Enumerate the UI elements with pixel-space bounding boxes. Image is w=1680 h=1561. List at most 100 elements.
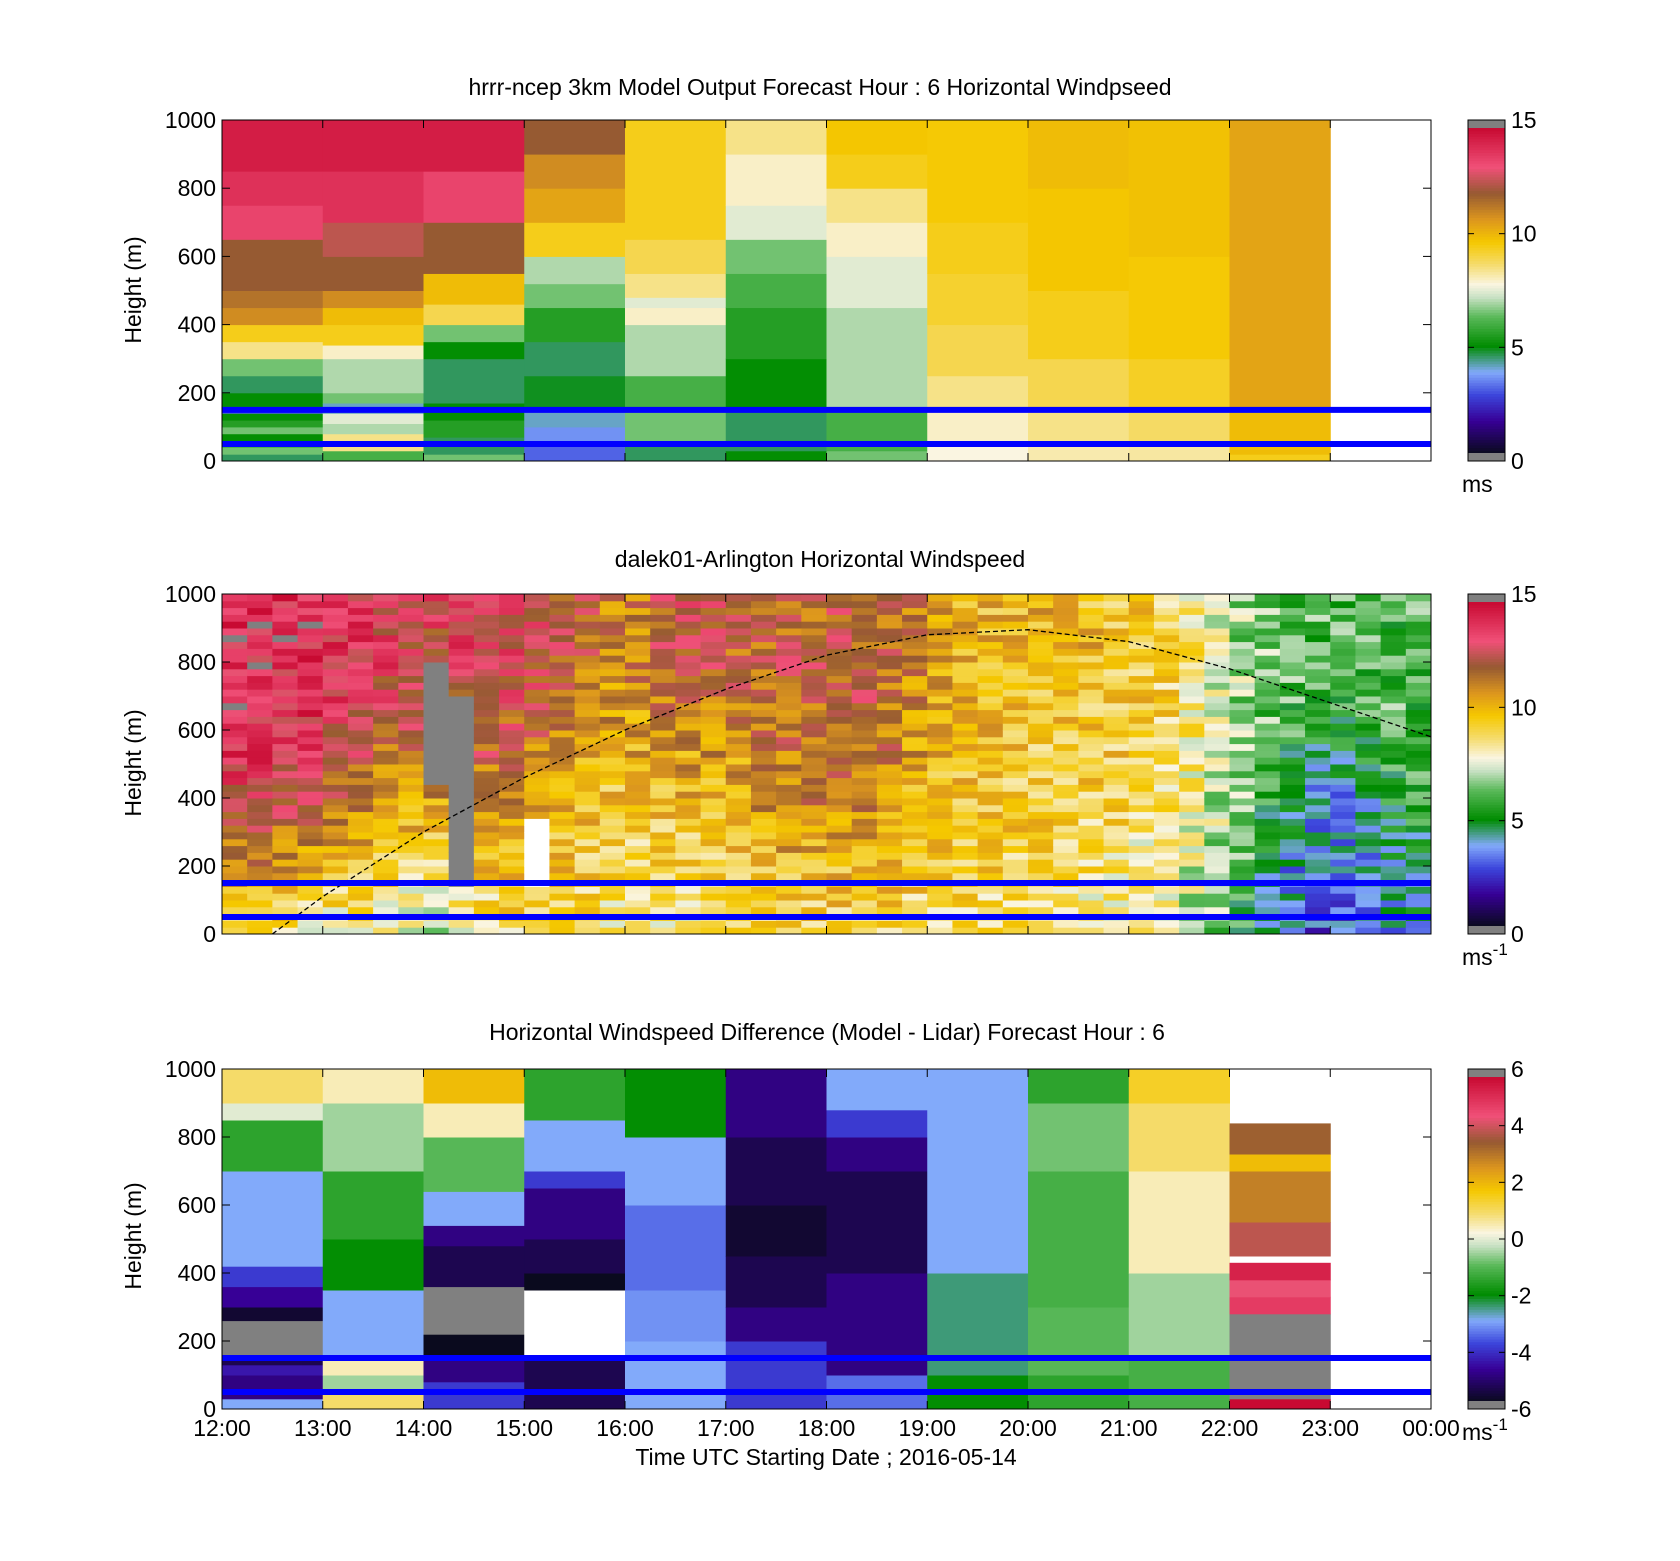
heatmap-cell	[1179, 920, 1205, 928]
heatmap-cell	[272, 859, 299, 867]
colorbar-swatch	[1468, 901, 1505, 905]
heatmap-cell	[499, 600, 525, 609]
heatmap-cell	[1078, 621, 1105, 629]
heatmap-cell	[1330, 716, 1356, 724]
colorbar-swatch	[1468, 1325, 1505, 1329]
colorbar-swatch	[1468, 710, 1505, 714]
heatmap-cell	[297, 750, 324, 758]
heatmap-cell	[398, 927, 424, 935]
colorbar-swatch	[1468, 222, 1505, 227]
y-tick-label: 600	[178, 1192, 216, 1218]
heatmap-cell	[1254, 757, 1281, 765]
colorbar-swatch	[1468, 312, 1505, 316]
heatmap-cell	[247, 927, 273, 935]
heatmap-cell	[977, 682, 1004, 690]
heatmap-cell	[247, 736, 273, 745]
heatmap-cell	[499, 927, 525, 935]
heatmap-cell	[952, 682, 979, 690]
heatmap-cell	[1153, 838, 1180, 847]
heatmap-cell	[473, 736, 500, 745]
heatmap-cell	[599, 594, 626, 602]
heatmap-cell	[725, 920, 752, 928]
colorbar-swatch	[1468, 236, 1505, 240]
heatmap-cell	[599, 845, 626, 853]
heatmap-cell	[650, 798, 676, 806]
colorbar-swatch	[1468, 666, 1505, 671]
heatmap-cell	[1153, 675, 1180, 683]
heatmap-cell	[423, 273, 525, 305]
heatmap-cell	[1254, 893, 1281, 901]
heatmap-cell	[851, 723, 878, 731]
heatmap-cell	[927, 662, 953, 670]
heatmap-cell	[423, 341, 525, 360]
y-tick-label: 0	[203, 921, 216, 947]
heatmap-cell	[1254, 641, 1281, 649]
heatmap-cell	[473, 723, 500, 731]
heatmap-cell	[801, 859, 827, 867]
heatmap-cell	[776, 607, 802, 615]
colorbar-swatch	[1468, 1266, 1505, 1270]
colorbar-swatch	[1468, 233, 1505, 237]
colorbar-swatch	[1468, 809, 1505, 814]
heatmap-cell	[524, 770, 550, 779]
heatmap-cell	[826, 920, 853, 928]
heatmap-cell	[1405, 641, 1432, 649]
heatmap-cell	[1204, 614, 1230, 622]
heatmap-cell	[524, 804, 550, 813]
colorbar-swatch	[1468, 847, 1505, 851]
heatmap-cell	[524, 702, 550, 711]
heatmap-cell	[1254, 872, 1281, 881]
heatmap-cell	[1128, 120, 1230, 257]
heatmap-cell	[398, 845, 424, 853]
heatmap-cell	[599, 689, 626, 697]
heatmap-cell	[1355, 682, 1382, 690]
heatmap-cell	[801, 702, 827, 711]
heatmap-cell	[876, 750, 903, 758]
heatmap-cell	[675, 696, 702, 704]
heatmap-cell	[423, 845, 450, 853]
heatmap-cell	[776, 777, 802, 785]
heatmap-cell	[826, 634, 853, 643]
heatmap-cell	[725, 607, 752, 615]
heatmap-cell	[1254, 845, 1281, 853]
heatmap-cell	[1002, 594, 1029, 602]
colorbar-swatch	[1468, 323, 1505, 327]
heatmap-cell	[1279, 668, 1306, 677]
heatmap-cell	[524, 607, 550, 615]
heatmap-cell	[549, 675, 576, 683]
heatmap-cell	[776, 594, 802, 602]
heatmap-cell	[1204, 668, 1230, 677]
heatmap-cell	[1355, 750, 1382, 758]
heatmap-cell	[1254, 764, 1281, 772]
heatmap-cell	[1028, 872, 1054, 881]
heatmap-cell	[272, 675, 299, 683]
heatmap-cell	[826, 825, 853, 833]
colorbar-swatch	[1468, 704, 1505, 708]
heatmap-cell	[902, 743, 928, 751]
heatmap-cell	[549, 784, 576, 792]
heatmap-cell	[297, 634, 324, 643]
heatmap-cell	[1355, 791, 1382, 799]
heatmap-cell	[1254, 777, 1281, 785]
heatmap-cell	[826, 927, 853, 935]
heatmap-cell	[1305, 906, 1331, 915]
heatmap-cell	[247, 641, 273, 649]
heatmap-cell	[902, 621, 928, 629]
colorbar-swatch	[1468, 1333, 1505, 1337]
heatmap-cell	[725, 1069, 827, 1138]
heatmap-cell	[423, 682, 450, 690]
heatmap-cell	[977, 920, 1004, 928]
heatmap-cell	[675, 702, 702, 711]
heatmap-cell	[373, 866, 399, 874]
heatmap-cell	[625, 409, 727, 445]
heatmap-cell	[1128, 1103, 1230, 1172]
heatmap-cell	[650, 818, 676, 826]
heatmap-cell	[1078, 668, 1105, 677]
heatmap-cell	[1028, 655, 1054, 663]
heatmap-cell	[801, 872, 827, 881]
heatmap-cell	[347, 920, 374, 928]
heatmap-cell	[1305, 709, 1331, 717]
heatmap-cell	[1279, 811, 1306, 819]
heatmap-cell	[524, 696, 550, 704]
colorbar-swatch	[1468, 623, 1505, 627]
